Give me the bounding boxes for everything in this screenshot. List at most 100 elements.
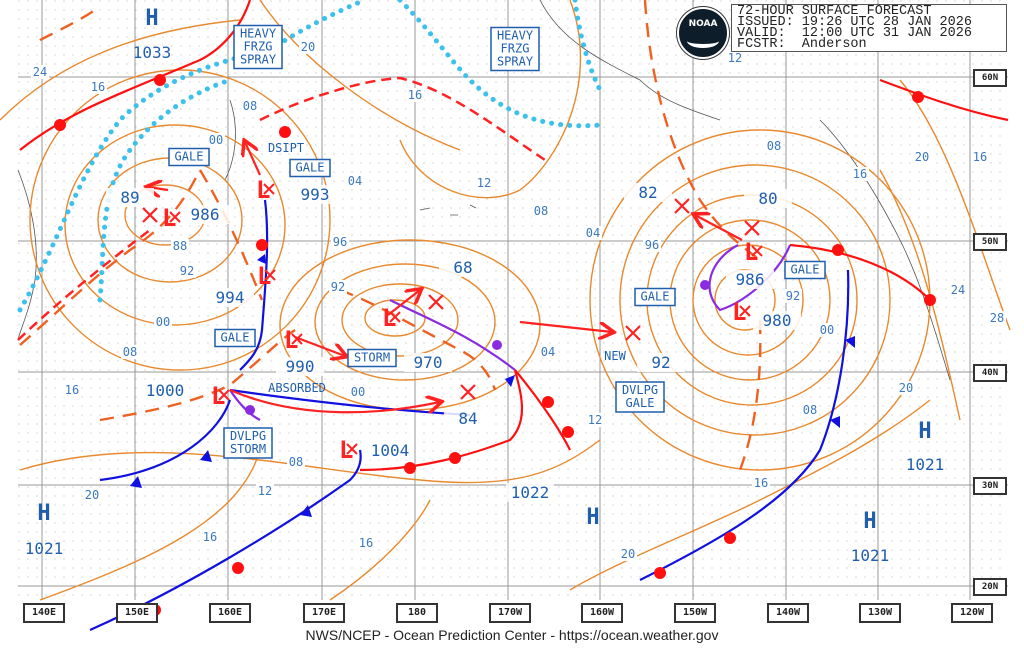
stationary-ridge xyxy=(17,76,546,341)
low-letter: L xyxy=(162,204,176,232)
isobar-label: 00 xyxy=(209,133,223,147)
isobar-label: 20 xyxy=(899,381,913,395)
center-pressure: 986 xyxy=(736,270,765,289)
warning-text: FRZG xyxy=(244,40,273,54)
isobar-label: 04 xyxy=(541,345,555,359)
isobar-label: 96 xyxy=(333,235,347,249)
gale-warning: GALE xyxy=(168,147,210,167)
warm-front xyxy=(514,369,571,451)
isobar-label: 16 xyxy=(203,530,217,544)
center-pressure-labels: 89 986 993 994 990 970 68 1000 84 1004 1022 82 80 986… xyxy=(106,183,801,502)
low-symbol: L xyxy=(284,326,303,354)
longitude-label: 150E xyxy=(116,603,158,623)
center-pressure: 89 xyxy=(120,188,139,207)
low-letter: L xyxy=(257,262,271,290)
warning-text: DVLPG xyxy=(230,429,266,443)
warning-text: STORM xyxy=(354,351,390,365)
warning-text: GALE xyxy=(626,396,655,410)
isobar-label: 12 xyxy=(588,413,602,427)
isobar-label: 24 xyxy=(33,65,47,79)
high-symbol: H xyxy=(918,419,931,444)
occluded-front xyxy=(708,244,792,312)
isobar-label: 00 xyxy=(820,323,834,337)
longitude-label: 150W xyxy=(674,603,716,623)
x-marker xyxy=(460,384,476,400)
cold-front xyxy=(99,399,232,482)
high-pressure: 1021 xyxy=(25,539,64,558)
ice-edge-lines xyxy=(17,0,603,313)
longitude-label: 160E xyxy=(209,603,251,623)
isobar-label: 04 xyxy=(348,174,362,188)
isobar-label: 92 xyxy=(180,264,194,278)
low-symbol: L xyxy=(732,298,751,326)
isobar-label: 12 xyxy=(477,176,491,190)
longitude-label: 130W xyxy=(859,603,901,623)
warning-text: FRZG xyxy=(501,42,530,56)
annotations: DSIPT ABSORBED NEW xyxy=(268,141,627,395)
warning-text: STORM xyxy=(230,442,266,456)
warning-text: SPRAY xyxy=(497,55,534,69)
warning-text: GALE xyxy=(641,290,670,304)
longitude-label: 170W xyxy=(489,603,531,623)
isobar-label: 88 xyxy=(173,239,187,253)
isobar-label: 92 xyxy=(331,280,345,294)
low-symbol: L xyxy=(744,238,763,266)
isobar-label: 08 xyxy=(534,204,548,218)
dsipt-label: DSIPT xyxy=(268,141,304,155)
isobar-label: 12 xyxy=(728,51,742,65)
longitude-label: 140W xyxy=(767,603,809,623)
low-centers: L L L L L L L L L xyxy=(162,176,763,464)
high-symbol: H xyxy=(863,509,876,534)
center-pressure: 92 xyxy=(651,353,670,372)
isobar-label: 16 xyxy=(754,476,768,490)
low-symbol: L xyxy=(382,304,401,332)
warning-text: GALE xyxy=(221,331,250,345)
high-pressure: 1033 xyxy=(133,43,172,62)
warm-front xyxy=(789,243,931,301)
isobar-label: 08 xyxy=(803,403,817,417)
high-symbol: H xyxy=(37,501,50,526)
warning-text: SPRAY xyxy=(240,53,277,67)
warning-text: DVLPG xyxy=(622,383,658,397)
forecaster: FCSTR: Anderson xyxy=(737,37,867,52)
isobar-label: 08 xyxy=(243,99,257,113)
low-symbol: L xyxy=(211,382,230,410)
high-symbol: H xyxy=(586,505,599,530)
low-letter: L xyxy=(339,436,353,464)
isobar-label: 16 xyxy=(91,80,105,94)
cold-front xyxy=(239,199,269,371)
low-letter: L xyxy=(382,304,396,332)
x-marker xyxy=(142,207,158,223)
low-letter: L xyxy=(284,326,298,354)
isobar-label: 20 xyxy=(621,547,635,561)
isobar-label: 04 xyxy=(586,226,600,240)
storm-warning: STORM xyxy=(347,348,397,368)
isobar-label: 16 xyxy=(408,88,422,102)
noaa-logo: NOAA xyxy=(677,7,729,59)
low-letter: L xyxy=(256,176,270,204)
warning-text: HEAVY xyxy=(497,29,534,43)
x-marker xyxy=(744,220,760,236)
center-pressure: 994 xyxy=(216,288,245,307)
center-pressure: 1000 xyxy=(146,381,185,400)
center-pressure: 986 xyxy=(191,205,220,224)
low-letter: L xyxy=(732,298,746,326)
warning-text: HEAVY xyxy=(240,27,277,41)
center-pressure: 993 xyxy=(301,185,330,204)
valid-time: VALID: 12:00 UTC 31 JAN 2026 xyxy=(737,26,972,41)
latitude-label: 40N xyxy=(973,364,1007,382)
isobar-label: 20 xyxy=(301,40,315,54)
latitude-label: 30N xyxy=(973,477,1007,495)
low-letter: L xyxy=(211,382,225,410)
isobar-label: 24 xyxy=(951,283,965,297)
gale-warning: GALE xyxy=(214,328,256,348)
center-pressure: 1022 xyxy=(511,483,550,502)
gale-warning: GALE xyxy=(634,287,676,307)
center-pressure: 990 xyxy=(286,357,315,376)
center-pressure: 82 xyxy=(638,183,657,202)
footer-credit: NWS/NCEP - Ocean Prediction Center - htt… xyxy=(305,627,719,643)
grid-dots xyxy=(18,0,1008,600)
forecast-position-markers xyxy=(142,198,760,400)
warning-text: GALE xyxy=(791,263,820,277)
